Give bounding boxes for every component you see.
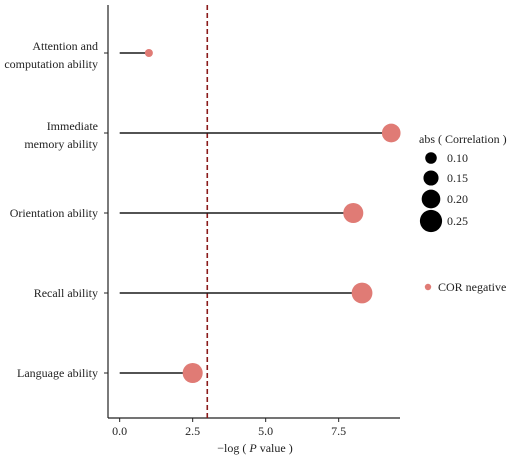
plot-area bbox=[107, 5, 401, 419]
y-tick-label: Recall ability bbox=[34, 286, 98, 300]
size-legend-symbol bbox=[423, 170, 439, 186]
size-legend-symbol bbox=[419, 209, 443, 233]
y-tick-label: Immediate memory ability bbox=[24, 119, 98, 151]
data-point bbox=[144, 49, 153, 57]
size-legend-label: 0.25 bbox=[447, 214, 468, 228]
color-legend: COR negative bbox=[424, 280, 506, 294]
y-tick-label: Language ability bbox=[17, 366, 98, 380]
data-point bbox=[381, 123, 401, 143]
size-legend-title: abs ( Correlation ) bbox=[419, 132, 507, 146]
data-point bbox=[182, 362, 203, 384]
data-point bbox=[343, 202, 364, 224]
size-legend-label: 0.10 bbox=[447, 151, 468, 165]
color-legend-label: COR negative bbox=[438, 280, 506, 294]
size-legend: abs ( Correlation ) 0.10 0.15 0.20 0.25 bbox=[419, 132, 507, 233]
x-axis-label: −log ( P value ) bbox=[217, 441, 292, 455]
size-legend-symbol bbox=[425, 152, 437, 164]
x-tick-label: 7.5 bbox=[331, 424, 346, 438]
color-legend-symbol bbox=[424, 283, 432, 291]
size-legend-symbol bbox=[421, 189, 441, 209]
y-tick-label: Attention and computation ability bbox=[4, 39, 98, 71]
x-tick-label: 5.0 bbox=[258, 424, 273, 438]
x-tick-label: 2.5 bbox=[185, 424, 200, 438]
x-axis: 0.0 2.5 5.0 7.5 bbox=[112, 418, 346, 438]
data-point bbox=[351, 282, 373, 304]
y-tick-label: Orientation ability bbox=[10, 206, 98, 220]
size-legend-label: 0.20 bbox=[447, 192, 468, 206]
x-tick-label: 0.0 bbox=[112, 424, 127, 438]
y-tick-labels: Attention and computation ability Immediat… bbox=[4, 39, 108, 380]
size-legend-label: 0.15 bbox=[447, 171, 468, 185]
